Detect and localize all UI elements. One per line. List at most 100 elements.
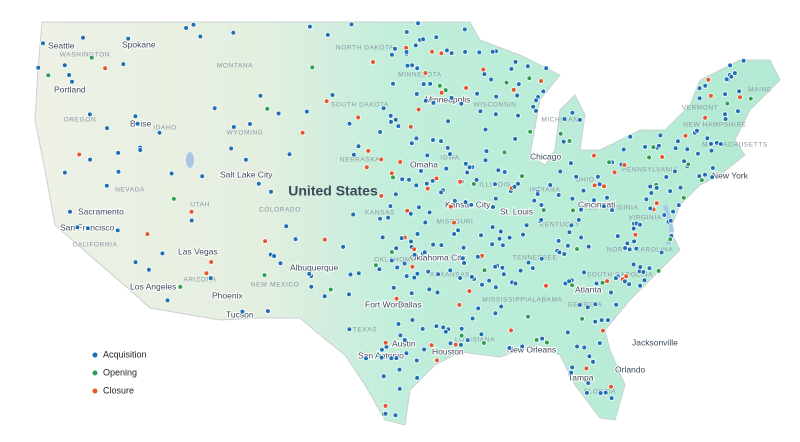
location-dot [413, 357, 420, 364]
location-dot [534, 191, 541, 197]
location-dot [403, 350, 410, 357]
location-dot [585, 243, 592, 250]
location-dot [87, 111, 93, 118]
location-dot [464, 337, 471, 343]
location-dot [66, 72, 72, 78]
location-dot [627, 134, 633, 140]
location-dot [613, 301, 619, 308]
location-dot [621, 162, 628, 168]
location-dot [462, 160, 469, 167]
location-dot [389, 51, 395, 58]
state-label: PENNSYLVANIA [622, 167, 678, 174]
location-dot [348, 21, 355, 28]
location-dot [435, 271, 441, 278]
location-dot [526, 75, 533, 82]
location-dot [394, 264, 401, 271]
city-label: Dallas [398, 299, 422, 309]
city-label: Chicago [530, 151, 561, 161]
location-dot [525, 313, 531, 320]
location-dot [190, 21, 197, 28]
location-dot [413, 182, 420, 189]
state-label: WASHINGTON [60, 52, 110, 59]
location-dot [506, 345, 513, 351]
location-dot [390, 284, 397, 291]
location-dot [477, 108, 484, 114]
location-dot [380, 105, 387, 112]
location-dot [430, 241, 436, 248]
city-label: Las Vegas [178, 246, 218, 256]
location-dot [620, 146, 627, 153]
location-dot [531, 197, 537, 204]
location-dot [519, 343, 525, 350]
location-dot [538, 78, 544, 84]
location-dot [422, 97, 429, 104]
location-dot [696, 85, 703, 91]
location-dot [307, 23, 313, 30]
location-dot [409, 317, 416, 323]
city-label: Boise [130, 118, 152, 128]
location-dot [35, 65, 42, 71]
location-dot [413, 135, 420, 142]
location-dot [370, 59, 376, 65]
location-dot [641, 277, 648, 284]
location-dot [424, 152, 431, 159]
location-dot [458, 325, 465, 332]
location-dot [407, 211, 414, 217]
state-label: WEST VIRGINIA [582, 205, 639, 212]
location-dot [626, 281, 632, 288]
location-dot [134, 121, 141, 127]
location-dot [447, 203, 454, 210]
location-dot [80, 34, 86, 41]
city-label: Sacramento [78, 206, 124, 216]
location-dot [203, 270, 210, 277]
location-dot [401, 337, 408, 343]
location-dot [419, 326, 426, 332]
location-dot [575, 217, 582, 223]
location-dot [478, 331, 485, 338]
location-dot [482, 157, 489, 164]
legend-label: Opening [103, 367, 137, 377]
location-dot [727, 62, 733, 69]
location-dot [527, 129, 533, 135]
location-dot [637, 282, 643, 289]
location-dot [593, 280, 600, 287]
location-dot [421, 346, 427, 353]
location-dot [115, 150, 121, 156]
location-dot [415, 106, 422, 113]
state-label: ARIZONA [183, 277, 216, 284]
location-dot [569, 282, 575, 289]
location-dot [496, 235, 503, 242]
location-dot [577, 117, 583, 123]
location-dot [132, 259, 139, 265]
location-dot [461, 260, 467, 266]
location-dot [646, 265, 653, 272]
location-dot [544, 339, 550, 346]
location-dot [436, 83, 443, 89]
location-dot [442, 328, 449, 335]
location-dot [694, 127, 700, 134]
location-dot [392, 45, 398, 52]
location-dot [283, 223, 290, 230]
location-dot [667, 188, 673, 194]
location-dot [695, 151, 701, 157]
location-dot [414, 231, 421, 237]
location-dot [481, 71, 488, 77]
location-dot [696, 173, 703, 179]
location-dot [429, 48, 435, 55]
location-dot [403, 49, 410, 55]
location-dot [500, 242, 506, 249]
location-dot [377, 129, 383, 135]
state-label: IOWA [440, 155, 460, 162]
state-label: OHIO [575, 177, 594, 184]
location-dot [704, 135, 711, 142]
state-label: GEORGIA [568, 302, 603, 309]
state-label: VIRGINIA [628, 215, 661, 222]
location-dot [667, 218, 674, 224]
state-label: MONTANA [217, 63, 253, 70]
location-dot [397, 332, 404, 339]
location-dot [471, 181, 477, 187]
location-dot [427, 81, 434, 87]
location-dot [581, 269, 587, 276]
location-dot [596, 340, 603, 346]
